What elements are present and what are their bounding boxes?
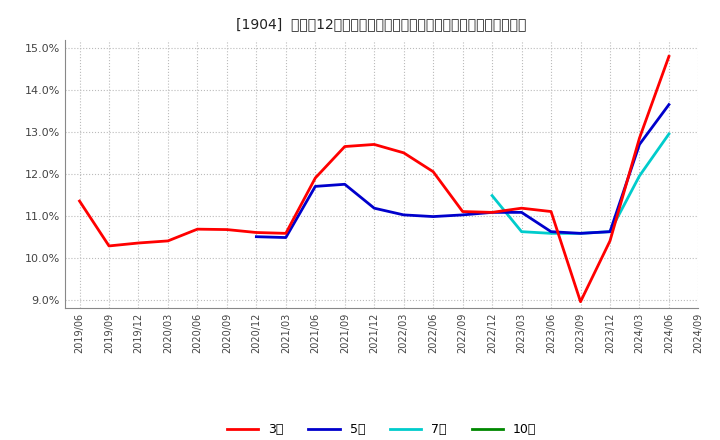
- Title: [1904]  売上高12か月移動合計の対前年同期増減率の標準偏差の推移: [1904] 売上高12か月移動合計の対前年同期増減率の標準偏差の推移: [236, 18, 527, 32]
- Legend: 3年, 5年, 7年, 10年: 3年, 5年, 7年, 10年: [222, 418, 541, 440]
